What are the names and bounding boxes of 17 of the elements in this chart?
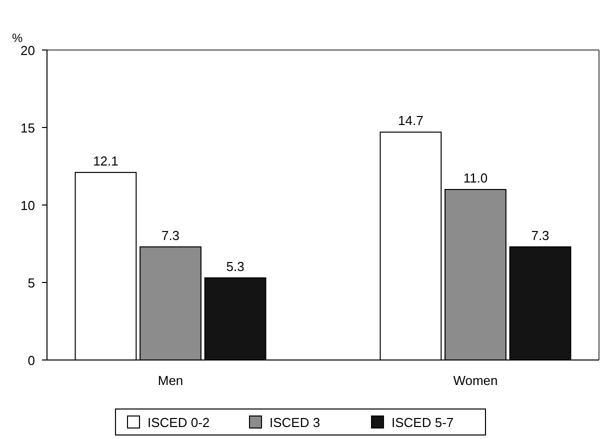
legend-label: ISCED 0-2 — [148, 415, 210, 430]
text: 14.7 — [398, 113, 424, 128]
text: 7.3 — [531, 228, 550, 243]
text: 5.3 — [226, 258, 244, 274]
text: 11.0 — [463, 170, 488, 186]
x-tick-label: Men — [158, 373, 184, 388]
legend-label: ISCED 3 — [270, 415, 320, 430]
text: 7.3 — [161, 228, 180, 243]
text: 12.1 — [93, 153, 118, 168]
y-tick-label: 10 — [20, 198, 35, 213]
y-tick-label: 5 — [28, 276, 35, 290]
legend-label: ISCED 5-7 — [392, 415, 454, 430]
y-tick-label: 20 — [20, 43, 35, 58]
y-tick-label: 15 — [20, 120, 35, 136]
y-axis-title: % — [12, 31, 23, 45]
x-tick-label: Women — [453, 373, 498, 388]
y-tick-label: 0 — [28, 353, 35, 368]
